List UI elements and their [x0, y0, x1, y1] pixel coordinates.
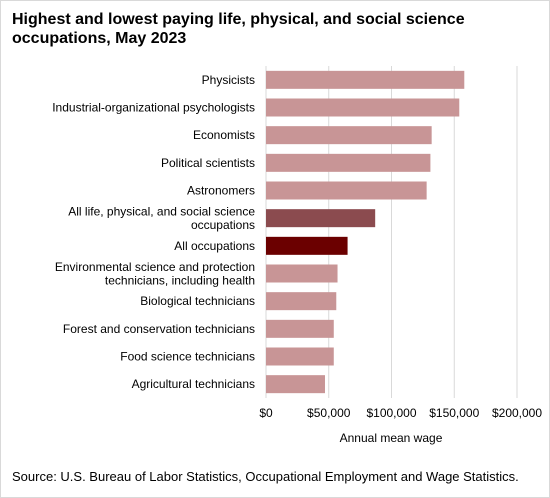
bar	[266, 292, 337, 311]
bar	[266, 153, 431, 172]
gridlines	[265, 66, 518, 398]
category-label: Economists	[193, 128, 255, 142]
category-label: Agricultural technicians	[132, 377, 255, 391]
category-label: All life, physical, and social science	[68, 204, 255, 218]
bar	[266, 236, 348, 255]
category-label: Biological technicians	[140, 294, 255, 308]
category-label: Environmental science and protection	[55, 260, 255, 274]
bar	[266, 347, 334, 366]
x-tick-label: $50,000	[307, 406, 351, 420]
bar	[266, 209, 376, 228]
category-label: Astronomers	[187, 184, 255, 198]
x-tick-label: $200,000	[492, 406, 542, 420]
category-label: Food science technicians	[120, 350, 255, 364]
bar	[266, 181, 427, 200]
bars	[266, 70, 465, 394]
category-label: occupations	[191, 218, 255, 232]
x-tick-label: $150,000	[429, 406, 479, 420]
category-labels: Physicists Industrial-organizational psyc…	[52, 73, 255, 391]
bar	[266, 264, 338, 283]
chart-title: Highest and lowest paying life, physical…	[12, 11, 465, 47]
x-axis-title: Annual mean wage	[340, 431, 443, 445]
x-tick-labels: $0 $50,000 $100,000 $150,000 $200,000	[259, 406, 542, 420]
x-tick-label: $100,000	[366, 406, 416, 420]
category-label: Physicists	[202, 73, 255, 87]
x-tick-label: $0	[259, 406, 273, 420]
category-label: Political scientists	[161, 156, 255, 170]
bar	[266, 70, 465, 89]
category-label: All occupations	[174, 239, 255, 253]
bar	[266, 98, 460, 117]
category-label: technicians, including health	[105, 273, 255, 287]
category-label: Industrial-organizational psychologists	[52, 101, 255, 115]
bar	[266, 375, 325, 394]
bar	[266, 319, 334, 338]
bar	[266, 126, 432, 145]
category-label: Forest and conservation technicians	[63, 322, 255, 336]
source-note: Source: U.S. Bureau of Labor Statistics,…	[12, 469, 519, 484]
